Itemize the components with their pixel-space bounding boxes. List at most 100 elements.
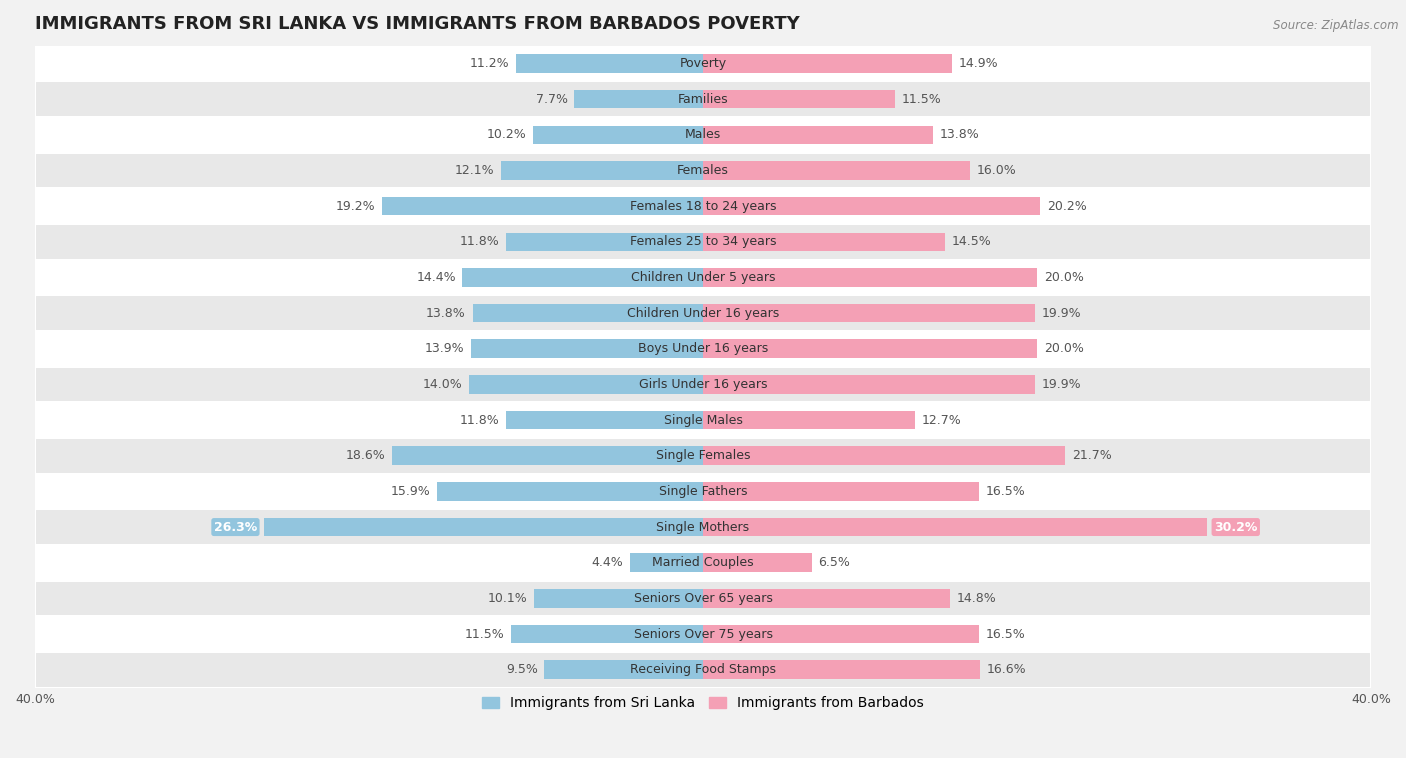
- Bar: [35, 188, 1371, 224]
- Bar: [501, 161, 703, 180]
- Bar: [35, 331, 1371, 367]
- Bar: [703, 90, 896, 108]
- Text: Families: Families: [678, 92, 728, 105]
- Text: 7.7%: 7.7%: [536, 92, 568, 105]
- Text: Single Males: Single Males: [664, 414, 742, 427]
- Text: 14.5%: 14.5%: [952, 235, 991, 249]
- Text: Source: ZipAtlas.com: Source: ZipAtlas.com: [1274, 19, 1399, 32]
- Text: 11.8%: 11.8%: [460, 414, 499, 427]
- Bar: [463, 268, 703, 287]
- Text: Girls Under 16 years: Girls Under 16 years: [638, 378, 768, 391]
- Text: 16.5%: 16.5%: [986, 628, 1025, 641]
- Bar: [703, 446, 1066, 465]
- Text: 19.9%: 19.9%: [1042, 306, 1081, 320]
- Text: 11.2%: 11.2%: [470, 57, 509, 70]
- Text: 18.6%: 18.6%: [346, 449, 385, 462]
- Text: 10.2%: 10.2%: [486, 128, 526, 141]
- Bar: [703, 625, 979, 644]
- Text: 9.5%: 9.5%: [506, 663, 537, 676]
- Text: 16.6%: 16.6%: [987, 663, 1026, 676]
- Bar: [506, 233, 703, 251]
- Bar: [703, 482, 979, 501]
- Text: Married Couples: Married Couples: [652, 556, 754, 569]
- Text: Females 18 to 24 years: Females 18 to 24 years: [630, 199, 776, 213]
- Bar: [703, 233, 945, 251]
- Bar: [703, 304, 1035, 322]
- Bar: [533, 126, 703, 144]
- Text: 14.0%: 14.0%: [423, 378, 463, 391]
- Bar: [392, 446, 703, 465]
- Bar: [35, 367, 1371, 402]
- Text: Single Fathers: Single Fathers: [659, 485, 747, 498]
- Bar: [264, 518, 703, 537]
- Text: 20.0%: 20.0%: [1043, 343, 1084, 356]
- Text: Females 25 to 34 years: Females 25 to 34 years: [630, 235, 776, 249]
- Text: Children Under 16 years: Children Under 16 years: [627, 306, 779, 320]
- Bar: [703, 660, 980, 679]
- Text: 15.9%: 15.9%: [391, 485, 430, 498]
- Text: IMMIGRANTS FROM SRI LANKA VS IMMIGRANTS FROM BARBADOS POVERTY: IMMIGRANTS FROM SRI LANKA VS IMMIGRANTS …: [35, 15, 800, 33]
- Bar: [35, 81, 1371, 117]
- Text: 19.2%: 19.2%: [336, 199, 375, 213]
- Bar: [703, 589, 950, 608]
- Text: 11.5%: 11.5%: [901, 92, 942, 105]
- Text: 21.7%: 21.7%: [1073, 449, 1112, 462]
- Bar: [437, 482, 703, 501]
- Bar: [510, 625, 703, 644]
- Bar: [534, 589, 703, 608]
- Bar: [382, 197, 703, 215]
- Bar: [35, 616, 1371, 652]
- Bar: [35, 438, 1371, 474]
- Bar: [35, 224, 1371, 260]
- Text: 6.5%: 6.5%: [818, 556, 851, 569]
- Bar: [703, 518, 1208, 537]
- Text: Single Mothers: Single Mothers: [657, 521, 749, 534]
- Text: 14.8%: 14.8%: [957, 592, 997, 605]
- Bar: [703, 411, 915, 429]
- Text: 10.1%: 10.1%: [488, 592, 527, 605]
- Text: Males: Males: [685, 128, 721, 141]
- Text: Children Under 5 years: Children Under 5 years: [631, 271, 775, 284]
- Text: 30.2%: 30.2%: [1213, 521, 1257, 534]
- Bar: [703, 375, 1035, 393]
- Text: 13.8%: 13.8%: [941, 128, 980, 141]
- Text: Single Females: Single Females: [655, 449, 751, 462]
- Text: Seniors Over 75 years: Seniors Over 75 years: [634, 628, 772, 641]
- Legend: Immigrants from Sri Lanka, Immigrants from Barbados: Immigrants from Sri Lanka, Immigrants fr…: [477, 691, 929, 716]
- Bar: [506, 411, 703, 429]
- Bar: [544, 660, 703, 679]
- Bar: [35, 117, 1371, 152]
- Bar: [35, 581, 1371, 616]
- Text: Receiving Food Stamps: Receiving Food Stamps: [630, 663, 776, 676]
- Bar: [703, 197, 1040, 215]
- Text: Poverty: Poverty: [679, 57, 727, 70]
- Bar: [35, 45, 1371, 81]
- Bar: [703, 553, 811, 572]
- Bar: [35, 509, 1371, 545]
- Text: 19.9%: 19.9%: [1042, 378, 1081, 391]
- Text: 14.9%: 14.9%: [959, 57, 998, 70]
- Text: 16.5%: 16.5%: [986, 485, 1025, 498]
- Text: 16.0%: 16.0%: [977, 164, 1017, 177]
- Text: 26.3%: 26.3%: [214, 521, 257, 534]
- Bar: [35, 402, 1371, 438]
- Bar: [472, 304, 703, 322]
- Bar: [703, 340, 1038, 358]
- Bar: [35, 652, 1371, 688]
- Text: 11.8%: 11.8%: [460, 235, 499, 249]
- Text: 20.0%: 20.0%: [1043, 271, 1084, 284]
- Text: 14.4%: 14.4%: [416, 271, 456, 284]
- Text: Boys Under 16 years: Boys Under 16 years: [638, 343, 768, 356]
- Bar: [35, 545, 1371, 581]
- Bar: [35, 152, 1371, 188]
- Bar: [703, 161, 970, 180]
- Bar: [35, 296, 1371, 331]
- Text: Females: Females: [678, 164, 728, 177]
- Text: Seniors Over 65 years: Seniors Over 65 years: [634, 592, 772, 605]
- Bar: [575, 90, 703, 108]
- Text: 4.4%: 4.4%: [591, 556, 623, 569]
- Bar: [516, 55, 703, 73]
- Text: 12.7%: 12.7%: [922, 414, 962, 427]
- Bar: [35, 260, 1371, 296]
- Text: 20.2%: 20.2%: [1047, 199, 1087, 213]
